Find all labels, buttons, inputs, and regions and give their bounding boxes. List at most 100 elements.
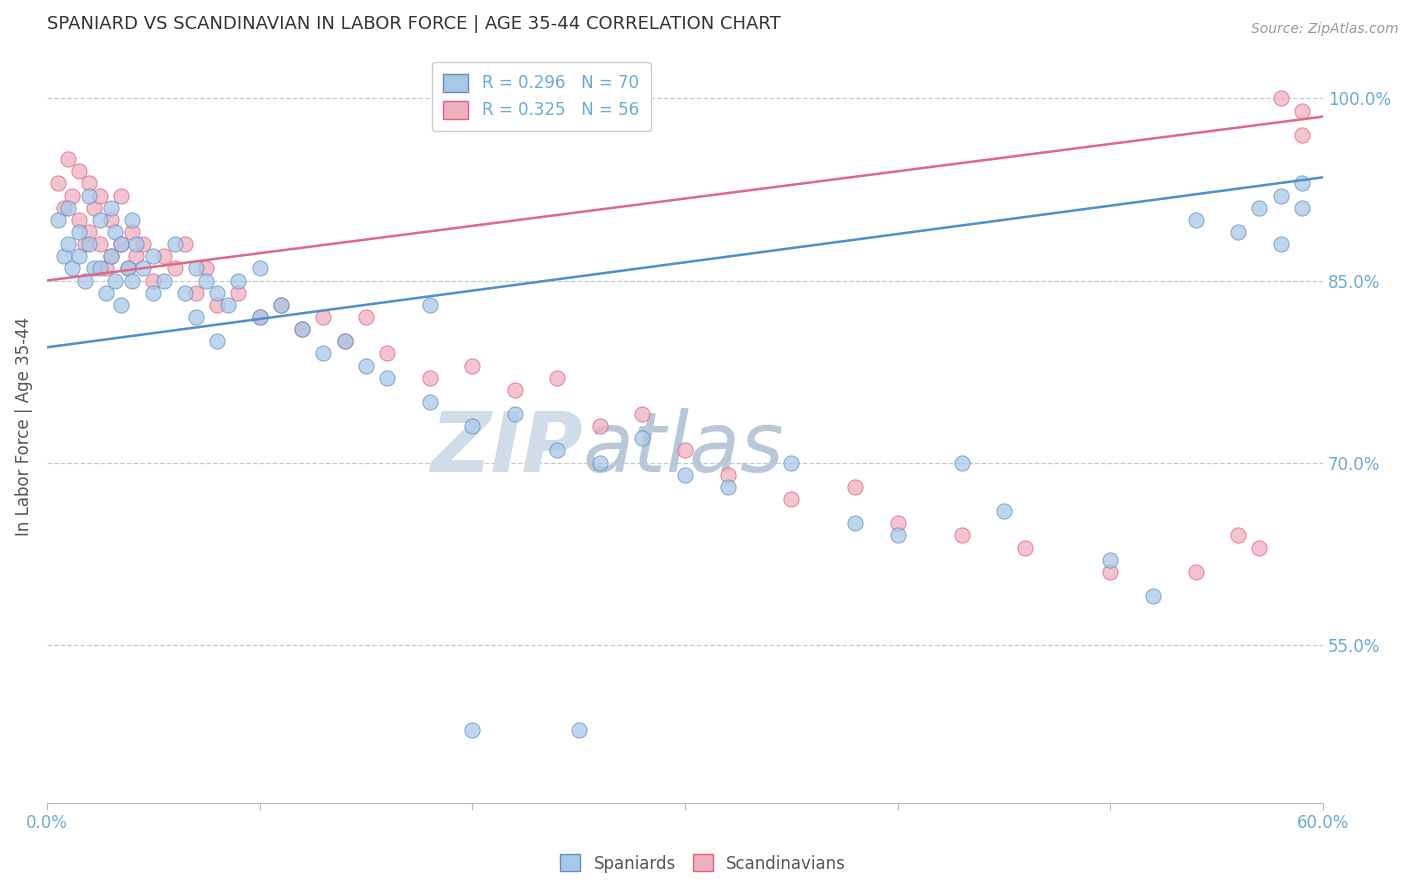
Point xyxy=(673,467,696,482)
Point xyxy=(249,261,271,276)
Point xyxy=(631,431,654,445)
Point xyxy=(195,273,218,287)
Point xyxy=(419,395,441,409)
Point xyxy=(993,504,1015,518)
Text: atlas: atlas xyxy=(583,409,785,490)
Point xyxy=(716,480,738,494)
Point xyxy=(79,237,101,252)
Point xyxy=(217,298,239,312)
Point xyxy=(89,188,111,202)
Point xyxy=(121,273,143,287)
Point xyxy=(46,177,69,191)
Point xyxy=(716,467,738,482)
Point xyxy=(174,237,197,252)
Point xyxy=(249,310,271,324)
Point xyxy=(673,443,696,458)
Point xyxy=(228,285,250,300)
Point xyxy=(568,723,591,737)
Point xyxy=(589,419,612,434)
Point xyxy=(270,298,292,312)
Point xyxy=(589,456,612,470)
Point xyxy=(461,723,484,737)
Point xyxy=(67,164,90,178)
Point xyxy=(100,201,122,215)
Point xyxy=(1184,565,1206,579)
Point xyxy=(83,201,105,215)
Point xyxy=(1142,589,1164,603)
Point xyxy=(270,298,292,312)
Text: Source: ZipAtlas.com: Source: ZipAtlas.com xyxy=(1251,22,1399,37)
Point xyxy=(89,212,111,227)
Point xyxy=(67,212,90,227)
Point xyxy=(780,456,803,470)
Point xyxy=(56,237,79,252)
Point xyxy=(100,212,122,227)
Point xyxy=(631,407,654,421)
Point xyxy=(56,152,79,166)
Point xyxy=(184,261,207,276)
Point xyxy=(1291,103,1313,118)
Point xyxy=(56,201,79,215)
Point xyxy=(950,528,973,542)
Point xyxy=(117,261,139,276)
Point xyxy=(110,188,132,202)
Point xyxy=(1014,541,1036,555)
Point xyxy=(1270,188,1292,202)
Point xyxy=(184,310,207,324)
Point xyxy=(354,310,377,324)
Point xyxy=(96,285,118,300)
Point xyxy=(142,249,165,263)
Point xyxy=(110,237,132,252)
Point xyxy=(844,516,866,531)
Point xyxy=(1184,212,1206,227)
Point xyxy=(419,298,441,312)
Point xyxy=(1291,201,1313,215)
Legend: R = 0.296   N = 70, R = 0.325   N = 56: R = 0.296 N = 70, R = 0.325 N = 56 xyxy=(432,62,651,131)
Point xyxy=(461,359,484,373)
Point xyxy=(104,273,127,287)
Point xyxy=(1270,237,1292,252)
Point xyxy=(52,249,75,263)
Point xyxy=(1291,128,1313,142)
Point xyxy=(1227,528,1250,542)
Point xyxy=(163,237,186,252)
Point xyxy=(1099,553,1122,567)
Point xyxy=(1249,541,1271,555)
Point xyxy=(75,237,97,252)
Point xyxy=(291,322,314,336)
Point xyxy=(1099,565,1122,579)
Point xyxy=(142,273,165,287)
Point xyxy=(419,370,441,384)
Point xyxy=(83,261,105,276)
Point xyxy=(46,212,69,227)
Point xyxy=(886,528,908,542)
Point xyxy=(89,261,111,276)
Text: SPANIARD VS SCANDINAVIAN IN LABOR FORCE | AGE 35-44 CORRELATION CHART: SPANIARD VS SCANDINAVIAN IN LABOR FORCE … xyxy=(46,15,780,33)
Point xyxy=(79,225,101,239)
Point xyxy=(205,298,228,312)
Point xyxy=(79,188,101,202)
Point xyxy=(184,285,207,300)
Point xyxy=(67,249,90,263)
Point xyxy=(950,456,973,470)
Point xyxy=(375,370,398,384)
Point xyxy=(503,383,526,397)
Point xyxy=(62,188,84,202)
Point xyxy=(205,285,228,300)
Point xyxy=(62,261,84,276)
Point xyxy=(142,285,165,300)
Point xyxy=(100,249,122,263)
Point xyxy=(205,334,228,349)
Point xyxy=(1291,177,1313,191)
Point xyxy=(1249,201,1271,215)
Point xyxy=(121,212,143,227)
Point xyxy=(886,516,908,531)
Point xyxy=(461,419,484,434)
Point xyxy=(249,310,271,324)
Text: ZIP: ZIP xyxy=(430,409,583,490)
Point xyxy=(96,261,118,276)
Point xyxy=(75,273,97,287)
Point xyxy=(131,261,153,276)
Point xyxy=(104,225,127,239)
Y-axis label: In Labor Force | Age 35-44: In Labor Force | Age 35-44 xyxy=(15,317,32,536)
